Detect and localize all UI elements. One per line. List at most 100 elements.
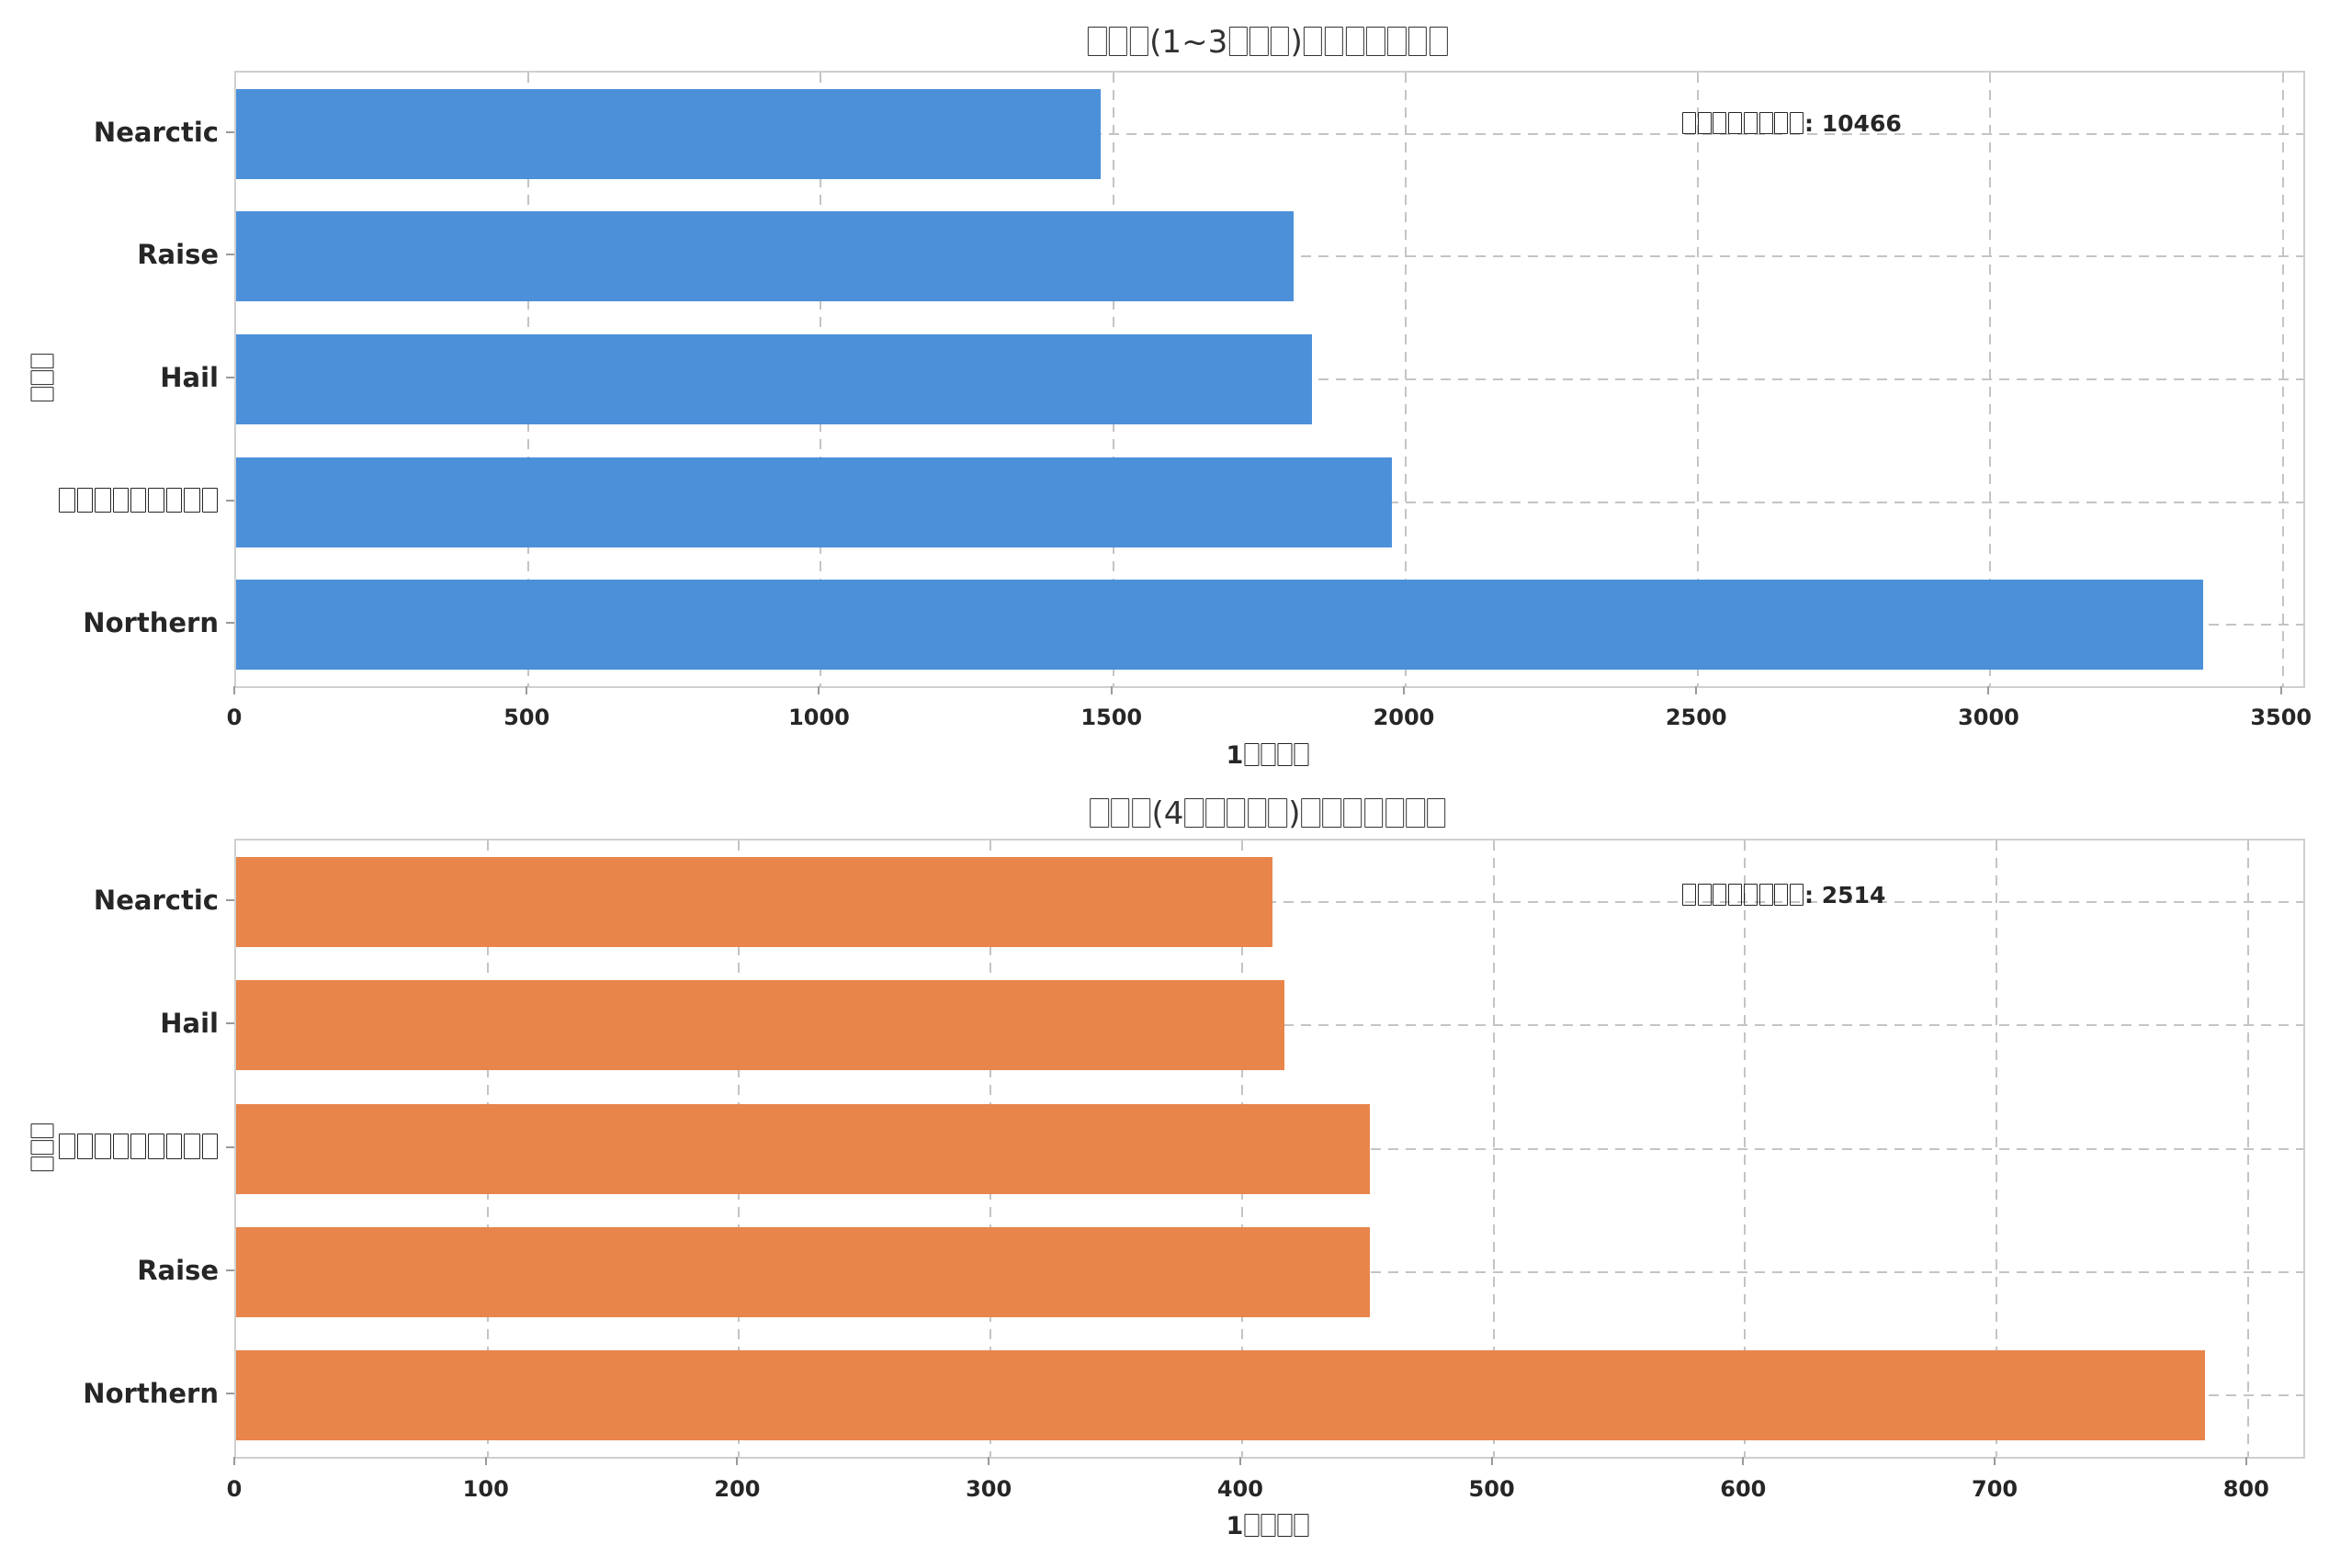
y-gridline (236, 132, 2303, 135)
y-tick-mark (226, 254, 234, 256)
missing-glyph-box (1345, 26, 1364, 57)
x-tick-label: 3000 (1958, 705, 2019, 730)
y-tick-mark (226, 130, 234, 133)
missing-glyph-box (1205, 797, 1225, 829)
x-tick-label: 0 (226, 1476, 243, 1502)
missing-glyph-box (95, 487, 111, 513)
y-tick-mark (226, 1392, 234, 1394)
bar (236, 457, 1392, 547)
missing-glyph-box (1090, 797, 1109, 829)
missing-glyph-box (148, 1134, 164, 1159)
missing-glyph-box (1743, 112, 1758, 134)
y-tick-label: Hail (160, 1008, 219, 1040)
missing-glyph-box (1277, 1513, 1293, 1538)
y-tick-mark (226, 899, 234, 902)
x-tick-label: 500 (503, 705, 550, 730)
x-tick-mark (526, 686, 528, 694)
missing-glyph-box (95, 1134, 111, 1159)
missing-glyph-box (1713, 884, 1727, 906)
x-axis-label: 1 (1226, 740, 1309, 771)
x-tick-mark (988, 1457, 990, 1465)
missing-glyph-box (59, 487, 75, 513)
missing-glyph-box (1227, 797, 1246, 829)
y-tick-mark (226, 1022, 234, 1025)
missing-glyph-box (1301, 797, 1321, 829)
missing-glyph-box (112, 1134, 130, 1159)
x-tick-mark (1110, 686, 1113, 694)
x-tick-mark (1742, 1457, 1745, 1465)
missing-glyph-box (201, 1134, 218, 1159)
plot-area (234, 71, 2305, 688)
x-tick-mark (1695, 686, 1698, 694)
missing-glyph-box (1131, 797, 1151, 829)
x-tick-label: 700 (1971, 1476, 2018, 1502)
x-tick-mark (736, 1457, 739, 1465)
missing-glyph-box (1774, 112, 1789, 134)
missing-glyph-box (1743, 884, 1758, 906)
missing-glyph-box (1363, 797, 1384, 829)
missing-glyph-box (1728, 884, 1743, 906)
bar (236, 1349, 2206, 1440)
x-tick-mark (1402, 686, 1405, 694)
missing-glyph-box (201, 487, 218, 513)
missing-glyph-box (1324, 26, 1344, 57)
bar (236, 334, 1313, 424)
x-tick-label: 3500 (2250, 705, 2312, 730)
y-tick-label: Nearctic (93, 885, 219, 917)
total-annotation: : 2514 (1681, 882, 1885, 909)
x-tick-mark (818, 686, 820, 694)
missing-glyph-box (112, 487, 130, 513)
chart-title: (4) (1089, 795, 1447, 832)
missing-glyph-box (1728, 112, 1743, 134)
missing-glyph-box (76, 487, 94, 513)
missing-glyph-box (1322, 797, 1341, 829)
missing-glyph-box (1228, 26, 1248, 57)
missing-glyph-box (1247, 797, 1267, 829)
missing-glyph-box (165, 1134, 183, 1159)
missing-glyph-box (165, 487, 183, 513)
missing-glyph-box (1294, 742, 1309, 767)
x-tick-mark (1238, 1457, 1241, 1465)
missing-glyph-box (1774, 884, 1789, 906)
missing-glyph-box (1697, 112, 1712, 134)
bar (236, 857, 1272, 948)
x-tick-mark (1490, 1457, 1493, 1465)
y-tick-label: Hail (160, 362, 219, 393)
y-tick-mark (226, 622, 234, 625)
y-tick-mark (226, 1269, 234, 1271)
bar (236, 1226, 1371, 1317)
missing-glyph-box (148, 487, 164, 513)
missing-glyph-box (1250, 26, 1269, 57)
y-tick-label (0, 483, 219, 518)
missing-glyph-box (1303, 26, 1323, 57)
bar (236, 580, 2204, 671)
x-tick-label: 100 (462, 1476, 509, 1502)
plot-area (234, 839, 2305, 1459)
missing-glyph-box (184, 1134, 200, 1159)
missing-glyph-box (130, 1134, 147, 1159)
missing-glyph-box (1277, 742, 1293, 767)
y-tick-label: Raise (137, 239, 219, 271)
missing-glyph-box (1244, 742, 1260, 767)
missing-glyph-box (1261, 1513, 1276, 1538)
x-tick-mark (1987, 686, 1990, 694)
missing-glyph-box (1681, 884, 1696, 906)
missing-glyph-box (1294, 1513, 1309, 1538)
missing-glyph-box (76, 1134, 94, 1159)
missing-glyph-box (1366, 26, 1385, 57)
x-tick-label: 0 (226, 705, 243, 730)
x-tick-mark (2245, 1457, 2247, 1465)
missing-glyph-box (1408, 26, 1428, 57)
missing-glyph-box (184, 487, 200, 513)
y-tick-label: Northern (83, 607, 219, 639)
missing-glyph-box (1088, 26, 1107, 57)
missing-glyph-box (1697, 884, 1712, 906)
y-tick-label: Nearctic (93, 116, 219, 148)
x-tick-label: 1000 (788, 705, 850, 730)
missing-glyph-box (59, 1134, 75, 1159)
missing-glyph-box (1268, 797, 1288, 829)
missing-glyph-box (1184, 797, 1204, 829)
x-tick-label: 300 (966, 1476, 1012, 1502)
missing-glyph-box (1713, 112, 1727, 134)
